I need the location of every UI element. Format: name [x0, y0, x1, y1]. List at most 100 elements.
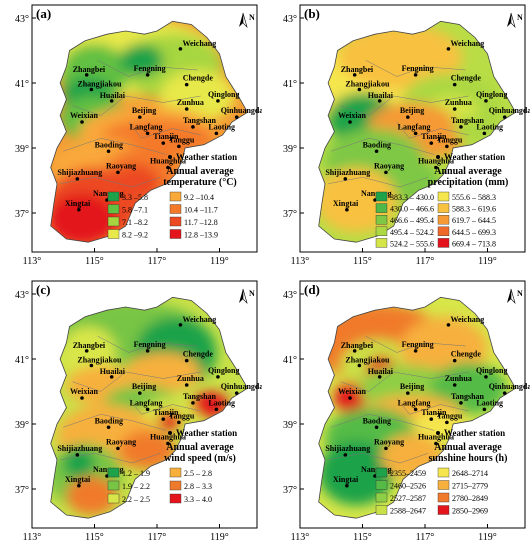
- station-dot: [106, 149, 111, 154]
- station-dot: [406, 115, 410, 119]
- station-dot: [377, 99, 382, 103]
- station-dot: [116, 170, 120, 175]
- city-label: Weixian: [338, 111, 367, 120]
- station-dot: [145, 131, 150, 136]
- legend-swatch: [375, 203, 388, 213]
- legend-swatch: [437, 226, 450, 237]
- city-label: Qinglong: [208, 90, 240, 99]
- y-tick-label: 39°: [15, 420, 29, 431]
- station-dot: [343, 453, 348, 457]
- x-tick-label: 119°: [210, 256, 229, 267]
- x-tick-label: 117°: [148, 532, 167, 543]
- station-dot: [357, 87, 362, 92]
- city-label: Xingtai: [333, 199, 359, 208]
- city-label: Zhangjiakou: [345, 356, 390, 365]
- legend-label: 2850–2969: [452, 507, 488, 516]
- legend-label: 644.5 – 699.3: [452, 228, 496, 237]
- legend-title: Annual average: [434, 166, 502, 177]
- boundary-line: [331, 413, 435, 431]
- city-label: Langfang: [130, 122, 163, 131]
- station-dot: [178, 323, 183, 327]
- panel-letter: (c): [36, 282, 50, 297]
- station-legend-label: Weather station: [176, 428, 237, 438]
- legend-swatch: [375, 191, 388, 202]
- station-dot: [429, 141, 434, 145]
- legend-swatch: [169, 229, 182, 239]
- north-arrow-half: [242, 288, 248, 305]
- city-label: Baoding: [363, 416, 391, 425]
- legend-label: 7.1 –8.2: [122, 218, 148, 227]
- station-dot: [413, 407, 418, 412]
- station-dot: [75, 177, 80, 181]
- city-label: Beijing: [400, 382, 424, 391]
- x-tick-label: 115°: [353, 532, 372, 543]
- city-label: Tangshan: [183, 392, 217, 401]
- legend-label: 12.8 –13.9: [184, 231, 218, 240]
- station-dot: [89, 363, 94, 368]
- city-label: Shijiazhuang: [325, 444, 370, 453]
- city-label: Laoting: [208, 398, 235, 407]
- city-label: Weichang: [450, 315, 484, 324]
- legend-label: 430.0 – 466.6: [390, 205, 434, 214]
- y-tick-label: 41°: [15, 355, 29, 366]
- legend-label: 2588–2647: [390, 507, 426, 516]
- station-dot: [75, 453, 80, 457]
- station-dot: [145, 349, 150, 353]
- legend-label: 2.2 – 2.5: [122, 495, 150, 504]
- city-label: Qinglong: [476, 90, 508, 99]
- legend-swatch: [107, 216, 120, 227]
- city-label: Laoting: [476, 122, 503, 131]
- y-tick-label: 37°: [283, 209, 297, 220]
- boundary-line: [331, 137, 435, 155]
- legend-title: Annual average: [434, 442, 502, 453]
- legend-title: Annual average: [166, 166, 234, 177]
- x-tick-label: 113°: [23, 256, 42, 267]
- legend-label: 10.4 –11.7: [184, 206, 218, 215]
- legend-swatch: [107, 467, 120, 478]
- legend-label: 3.3 – 4.0: [184, 495, 212, 504]
- y-tick-label: 41°: [15, 79, 29, 90]
- station-dot: [406, 391, 410, 395]
- station-dot: [77, 483, 81, 488]
- boundary-line: [97, 60, 198, 77]
- x-tick-label: 117°: [416, 532, 435, 543]
- choropleth-fill: [318, 297, 516, 519]
- north-arrow-icon: [239, 13, 243, 27]
- legend-label: 2648–2714: [452, 469, 488, 478]
- legend-label: 2460–2526: [390, 482, 426, 491]
- legend-swatch: [375, 226, 388, 237]
- legend-swatch: [437, 203, 450, 213]
- station-dot: [343, 177, 348, 181]
- city-label: Tangshan: [183, 116, 217, 125]
- station-dot: [445, 144, 449, 149]
- x-tick-label: 115°: [85, 532, 104, 543]
- city-label: Beijing: [132, 106, 156, 115]
- value-zone: [50, 193, 117, 243]
- legend-swatch: [437, 467, 450, 478]
- city-label: Xingtai: [65, 475, 91, 484]
- station-dot: [166, 441, 170, 446]
- station-dot: [374, 149, 379, 154]
- station-dot: [145, 407, 150, 412]
- station-dot: [377, 375, 382, 379]
- boundary-line: [72, 371, 201, 392]
- x-tick-label: 113°: [23, 532, 42, 543]
- station-dot: [452, 82, 457, 87]
- station-dot: [145, 73, 150, 77]
- legend-label: 9.2 –10.4: [184, 193, 214, 202]
- station-dot: [434, 165, 438, 170]
- city-label: Tianjin: [153, 132, 179, 141]
- legend-label: 1.2 – 1.9: [122, 469, 150, 478]
- north-label: N: [249, 13, 255, 22]
- city-label: Weichang: [182, 39, 216, 48]
- x-tick-label: 113°: [291, 256, 310, 267]
- region-outline: [50, 20, 249, 243]
- boundary-line: [396, 121, 469, 139]
- station-dot: [161, 141, 166, 145]
- legend-swatch: [437, 191, 450, 202]
- city-label: Huanghua: [150, 157, 186, 166]
- station-dot: [234, 115, 239, 119]
- north-label: N: [517, 289, 523, 298]
- north-label: N: [517, 13, 523, 22]
- city-label: Laoting: [208, 122, 235, 131]
